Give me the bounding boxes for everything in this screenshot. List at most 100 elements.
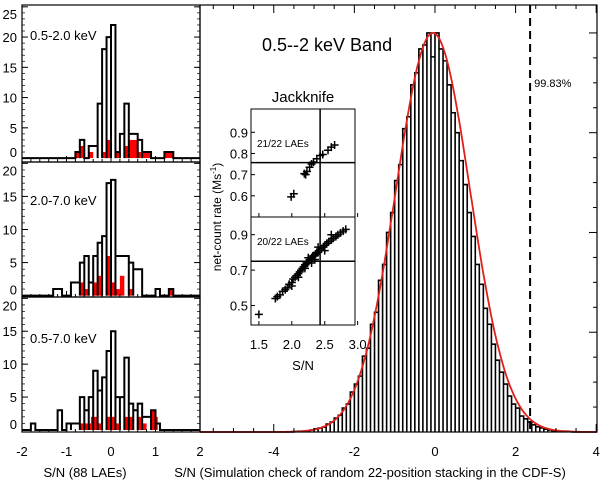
y-tick-label: 25 bbox=[3, 7, 17, 22]
inset-x-tick-label: 2.5 bbox=[316, 337, 334, 352]
inset-y-tick-label: 0.9 bbox=[230, 228, 248, 243]
red-bar bbox=[142, 152, 152, 159]
main-histogram-outline bbox=[200, 32, 597, 433]
red-bar bbox=[79, 145, 85, 159]
data-point bbox=[330, 141, 339, 149]
red-bar bbox=[93, 282, 98, 296]
x-tick-label: 4 bbox=[593, 444, 600, 459]
x-tick-label: -1 bbox=[61, 444, 73, 459]
y-tick-label: 5 bbox=[10, 256, 17, 271]
inset-x-tick-label: 2.0 bbox=[283, 337, 301, 352]
data-point bbox=[327, 230, 336, 239]
inset-y-tick-label: 0.7 bbox=[230, 168, 248, 183]
x-tick-label: -2 bbox=[349, 444, 361, 459]
x-tick-label: 0 bbox=[107, 444, 114, 459]
y-tick-label: 15 bbox=[3, 189, 17, 204]
inset-title: Jackknife bbox=[272, 89, 335, 106]
y-tick-label: 0 bbox=[10, 145, 17, 160]
histogram-panel-2 bbox=[21, 161, 201, 298]
red-bar bbox=[75, 152, 80, 159]
red-bar bbox=[106, 255, 111, 296]
histogram-outline bbox=[22, 330, 200, 432]
red-bar bbox=[137, 416, 143, 431]
red-bar bbox=[106, 139, 111, 159]
inset-y-axis-label: net-count rate (Ms-1) bbox=[209, 163, 224, 272]
red-bar bbox=[124, 145, 129, 159]
y-tick-label: 10 bbox=[3, 357, 17, 372]
y-tick-label: 20 bbox=[3, 30, 17, 45]
y-tick-label: 15 bbox=[3, 60, 17, 75]
y-tick-label: 15 bbox=[3, 324, 17, 339]
inset-y-axis-label-text: net-count rate (Ms bbox=[210, 174, 224, 271]
data-point bbox=[289, 189, 298, 198]
histogram-outline bbox=[22, 23, 200, 160]
inset-y-axis-label-superscript: -1 bbox=[209, 166, 218, 174]
x-tick-label: 2 bbox=[512, 444, 519, 459]
x-axis-label-left: S/N (88 LAEs) bbox=[43, 465, 126, 480]
inset-x-tick-label: 3.0 bbox=[349, 337, 367, 352]
red-bar bbox=[119, 275, 125, 296]
y-tick-label: 5 bbox=[10, 121, 17, 136]
data-point bbox=[302, 167, 311, 176]
inset-frame bbox=[250, 216, 356, 326]
x-axis-label-main: S/N (Simulation check of random 22-posit… bbox=[174, 465, 566, 480]
inset-x-axis-label: S/N bbox=[292, 358, 314, 373]
x-tick-label: -4 bbox=[268, 444, 280, 459]
red-bar bbox=[84, 289, 89, 296]
x-tick-label: 0 bbox=[431, 444, 438, 459]
red-bar bbox=[90, 416, 98, 431]
x-tick-label: 1 bbox=[152, 444, 159, 459]
red-bar bbox=[88, 152, 94, 159]
y-tick-label: 20 bbox=[3, 298, 17, 313]
red-bar bbox=[151, 410, 156, 431]
x-tick-label: 2 bbox=[196, 444, 203, 459]
main-title: 0.5--2 keV Band bbox=[262, 35, 392, 55]
data-point bbox=[304, 253, 313, 262]
red-bar bbox=[115, 289, 120, 296]
red-bar bbox=[79, 282, 85, 296]
data-point bbox=[320, 246, 329, 255]
red-bar bbox=[115, 423, 120, 431]
y-tick-label: 20 bbox=[3, 163, 17, 178]
histogram-panel-3 bbox=[21, 296, 201, 433]
inset-x-tick-label: 1.5 bbox=[250, 337, 268, 352]
red-bar bbox=[128, 289, 134, 296]
inset-panel-label: 21/22 LAEs bbox=[257, 139, 309, 150]
inset-panel-label: 20/22 LAEs bbox=[257, 237, 309, 248]
data-point bbox=[318, 150, 327, 159]
red-bar bbox=[111, 282, 116, 296]
red-bar bbox=[97, 275, 103, 296]
inset-y-tick-label: 0.8 bbox=[230, 146, 248, 161]
red-bar bbox=[79, 423, 91, 431]
data-point bbox=[307, 259, 316, 268]
inset-y-tick-label: 0.7 bbox=[230, 263, 248, 278]
y-tick-label: 10 bbox=[3, 91, 17, 106]
y-tick-label: 10 bbox=[3, 223, 17, 238]
data-point bbox=[341, 225, 350, 234]
y-tick-label: 0 bbox=[10, 283, 17, 298]
panel-label: 0.5-2.0 keV bbox=[30, 28, 97, 43]
main-frame bbox=[199, 4, 598, 433]
inset-y-tick-label: 0.5 bbox=[230, 299, 248, 314]
data-point bbox=[314, 243, 323, 252]
panel-label: 2.0-7.0 keV bbox=[30, 193, 97, 208]
red-bar bbox=[97, 423, 103, 431]
red-bar bbox=[115, 152, 120, 159]
red-bar bbox=[168, 289, 174, 296]
main-histogram-panel bbox=[199, 4, 598, 433]
jackknife-inset: net-count rate (Ms-1) bbox=[209, 108, 359, 326]
panel-label: 0.5-7.0 keV bbox=[30, 331, 97, 346]
histogram-outline bbox=[22, 178, 200, 297]
threshold-label: 99.83% bbox=[534, 78, 572, 90]
inset-y-axis-label-close: ) bbox=[210, 163, 224, 167]
data-point bbox=[294, 273, 303, 282]
y-tick-label: 5 bbox=[10, 390, 17, 405]
inset-y-tick-label: 0.6 bbox=[230, 189, 248, 204]
data-point bbox=[254, 310, 263, 319]
inset-y-tick-label: 0.9 bbox=[230, 125, 248, 140]
red-bar bbox=[128, 139, 138, 159]
y-tick-label: 0 bbox=[10, 417, 17, 432]
data-point bbox=[300, 264, 309, 273]
red-bar bbox=[164, 152, 174, 159]
